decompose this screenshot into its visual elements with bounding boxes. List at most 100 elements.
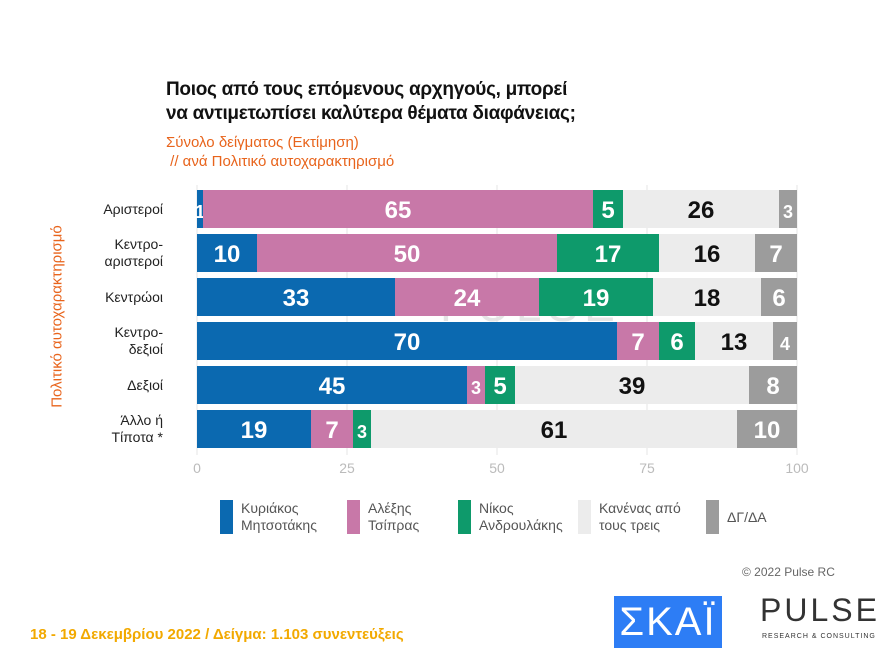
row-label: Άλλο ή Τίποτα * bbox=[112, 412, 163, 446]
bar-segment bbox=[617, 322, 659, 360]
bar-value-label: 4 bbox=[780, 334, 790, 354]
bar-segment bbox=[593, 190, 623, 228]
legend-item: Κανένας από τους τρεις bbox=[578, 500, 681, 534]
bar-segment bbox=[749, 366, 797, 404]
legend-label-line: τους τρεις bbox=[599, 517, 661, 533]
bar-segment bbox=[203, 190, 593, 228]
copyright: © 2022 Pulse RC bbox=[742, 565, 835, 579]
bar-segment bbox=[515, 366, 749, 404]
bar-segment bbox=[467, 366, 485, 404]
bar-value-label: 70 bbox=[394, 329, 421, 356]
legend-label-line: Μητσοτάκης bbox=[241, 517, 317, 533]
row-label-line: Δεξιοί bbox=[127, 376, 163, 393]
bar-segment bbox=[197, 366, 467, 404]
bar-value-label: 13 bbox=[721, 329, 748, 356]
bar-segment bbox=[773, 322, 797, 360]
bar-segment bbox=[761, 278, 797, 316]
bar-segment bbox=[557, 234, 659, 272]
row-label: Αριστεροί bbox=[103, 201, 163, 218]
legend-label: Νίκος Ανδρουλάκης bbox=[479, 500, 563, 534]
bar-segment bbox=[197, 190, 203, 228]
bar-value-label: 65 bbox=[385, 197, 412, 224]
bar-segment bbox=[623, 190, 779, 228]
bar-value-label: 8 bbox=[766, 373, 779, 400]
row-label: Κεντρο-αριστεροί bbox=[105, 236, 163, 270]
legend-label: Αλέξης Τσίπρας bbox=[368, 500, 419, 534]
legend-item: Νίκος Ανδρουλάκης bbox=[458, 500, 563, 534]
legend-label-line: Κυριάκος bbox=[241, 500, 299, 516]
bar-value-label: 7 bbox=[769, 241, 782, 268]
bar-value-label: 18 bbox=[694, 285, 721, 312]
bar-segment bbox=[257, 234, 557, 272]
row-label-line: αριστεροί bbox=[104, 253, 163, 269]
bar-segment bbox=[695, 322, 773, 360]
bar-value-label: 1 bbox=[195, 202, 205, 222]
bar-value-label: 19 bbox=[583, 285, 610, 312]
bar-value-label: 7 bbox=[631, 329, 644, 356]
bar-value-label: 17 bbox=[595, 241, 622, 268]
row-label-line: Άλλο ή bbox=[120, 412, 163, 428]
x-tick-label: 0 bbox=[193, 460, 201, 476]
legend-label-line: ΔΓ/ΔΑ bbox=[727, 509, 767, 525]
legend-label-line: Νίκος bbox=[479, 500, 514, 516]
bar-value-label: 61 bbox=[541, 417, 568, 444]
legend-item: Αλέξης Τσίπρας bbox=[347, 500, 419, 534]
x-tick-label: 75 bbox=[639, 460, 655, 476]
title-line-1: Ποιος από τους επόμενους αρχηγούς, μπορε… bbox=[166, 79, 568, 100]
bar-value-label: 45 bbox=[319, 373, 346, 400]
bar-segment bbox=[659, 322, 695, 360]
row-label: Κεντρώοι bbox=[105, 289, 163, 306]
row-label-line: Κεντρο- bbox=[114, 324, 163, 340]
legend-swatch bbox=[706, 500, 719, 534]
row-label-line: Τίποτα * bbox=[111, 429, 163, 445]
row-label-line: Κεντρο- bbox=[114, 236, 163, 252]
bar-value-label: 5 bbox=[601, 197, 614, 224]
row-label: Δεξιοί bbox=[127, 377, 163, 394]
bar-segment bbox=[353, 410, 371, 448]
row-label-line: Κεντρώοι bbox=[105, 288, 163, 305]
bar-value-label: 6 bbox=[670, 329, 683, 356]
bar-segment bbox=[197, 234, 257, 272]
x-tick-label: 100 bbox=[785, 460, 809, 476]
bar-segment bbox=[197, 322, 617, 360]
bar-segment bbox=[779, 190, 797, 228]
bar-value-label: 33 bbox=[283, 285, 310, 312]
legend-item: Κυριάκος Μητσοτάκης bbox=[220, 500, 317, 534]
bar-value-label: 10 bbox=[214, 241, 241, 268]
bar-value-label: 6 bbox=[772, 285, 785, 312]
bar-segment bbox=[659, 234, 755, 272]
legend-swatch bbox=[220, 500, 233, 534]
bar-value-label: 3 bbox=[357, 422, 367, 442]
row-label-line: Αριστεροί bbox=[103, 200, 163, 217]
bar-segment bbox=[395, 278, 539, 316]
bar-value-label: 10 bbox=[754, 417, 781, 444]
pulse-logo: PULSE bbox=[760, 592, 880, 628]
bar-segment bbox=[311, 410, 353, 448]
legend-swatch bbox=[347, 500, 360, 534]
subtitle-breakdown: // ανά Πολιτικό αυτοχαρακτηρισμό bbox=[166, 153, 395, 170]
bar-segment bbox=[539, 278, 653, 316]
pulse-logo-subtitle: RESEARCH & CONSULTING bbox=[762, 633, 876, 640]
x-tick-label: 50 bbox=[489, 460, 505, 476]
footer-sample-info: 18 - 19 Δεκεμβρίου 2022 / Δείγμα: 1.103 … bbox=[30, 626, 404, 643]
legend-label-line: Κανένας από bbox=[599, 500, 681, 516]
bar-value-label: 16 bbox=[694, 241, 721, 268]
legend-swatch bbox=[578, 500, 591, 534]
bar-value-label: 3 bbox=[783, 202, 793, 222]
bar-segment bbox=[737, 410, 797, 448]
skai-logo: ΣΚΑΪ bbox=[614, 596, 722, 648]
bar-value-label: 39 bbox=[619, 373, 646, 400]
legend-item: ΔΓ/ΔΑ bbox=[706, 500, 767, 534]
legend-label: Κανένας από τους τρεις bbox=[599, 500, 681, 534]
legend-label: Κυριάκος Μητσοτάκης bbox=[241, 500, 317, 534]
bar-value-label: 24 bbox=[454, 285, 481, 312]
bar-segment bbox=[485, 366, 515, 404]
bar-value-label: 26 bbox=[688, 197, 715, 224]
bar-value-label: 19 bbox=[241, 417, 268, 444]
title-line-2: να αντιμετωπίσει καλύτερα θέματα διαφάνε… bbox=[166, 103, 576, 124]
bar-value-label: 50 bbox=[394, 241, 421, 268]
chart-title: Ποιος από τους επόμενους αρχηγούς, μπορε… bbox=[166, 78, 576, 126]
subtitle: Σύνολο δείγματος (Εκτίμηση) bbox=[166, 134, 359, 151]
